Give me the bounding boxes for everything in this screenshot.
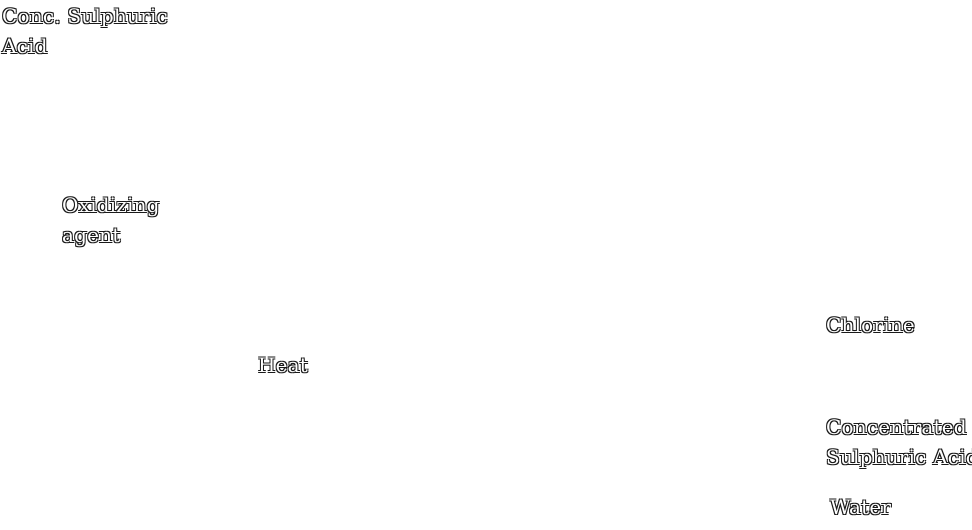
oxidizing-agent-label-line1: Oxidizing [62, 193, 160, 217]
concentrated-sulphuric-acid-label-line1: Concentrated [826, 415, 967, 439]
conc-sulphuric-acid-label-line2: Acid [2, 34, 48, 58]
chlorine-label: Chlorine [826, 313, 915, 337]
concentrated-sulphuric-acid-label-line2: Sulphuric Acid [826, 445, 972, 469]
water-label: Water [830, 495, 892, 519]
oxidizing-agent-label-line2: agent [62, 223, 121, 247]
conc-sulphuric-acid-label-line1: Conc. Sulphuric [2, 4, 168, 28]
concentrated-sulphuric-acid-label: Concentrated Sulphuric Acid [826, 412, 972, 472]
heat-label: Heat [258, 353, 309, 377]
conc-sulphuric-acid-label: Conc. Sulphuric Acid [2, 1, 168, 61]
oxidizing-agent-label: Oxidizing agent [62, 190, 160, 250]
